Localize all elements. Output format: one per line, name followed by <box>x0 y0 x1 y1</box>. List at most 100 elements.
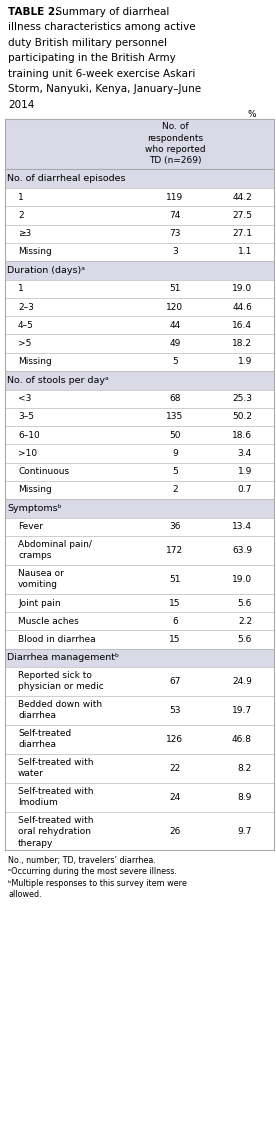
Text: No., number; TD, travelers’ diarrhea.: No., number; TD, travelers’ diarrhea. <box>8 856 156 865</box>
Text: 18.6: 18.6 <box>232 431 252 440</box>
Text: 0.7: 0.7 <box>238 486 252 494</box>
Text: 24: 24 <box>169 793 181 802</box>
Text: Self-treated with
Imodium: Self-treated with Imodium <box>18 788 94 807</box>
Text: 2: 2 <box>172 486 178 494</box>
Text: Self-treated with
oral rehydration
therapy: Self-treated with oral rehydration thera… <box>18 816 94 847</box>
Text: Blood in diarrhea: Blood in diarrhea <box>18 634 95 644</box>
Bar <box>5 120 274 169</box>
Text: 44: 44 <box>169 321 181 330</box>
Bar <box>5 169 274 189</box>
Text: 27.5: 27.5 <box>232 211 252 221</box>
Text: Bedded down with
diarrhea: Bedded down with diarrhea <box>18 701 102 720</box>
Text: 49: 49 <box>169 339 181 349</box>
Text: 51: 51 <box>169 575 181 584</box>
Text: ≥3: ≥3 <box>18 230 31 238</box>
Text: No. of
respondents
who reported
TD (n=269): No. of respondents who reported TD (n=26… <box>145 122 205 165</box>
Text: 44.2: 44.2 <box>232 193 252 202</box>
Text: training unit 6-week exercise Askari: training unit 6-week exercise Askari <box>8 69 195 79</box>
Text: Reported sick to
physician or medic: Reported sick to physician or medic <box>18 671 104 692</box>
Text: 53: 53 <box>169 706 181 716</box>
Text: ᵇMultiple responses to this survey item were
allowed.: ᵇMultiple responses to this survey item … <box>8 879 187 898</box>
Text: 46.8: 46.8 <box>232 735 252 744</box>
Text: 50: 50 <box>169 431 181 440</box>
Text: 22: 22 <box>169 765 181 774</box>
Text: 5.6: 5.6 <box>238 599 252 607</box>
Text: 5: 5 <box>172 358 178 366</box>
Text: 18.2: 18.2 <box>232 339 252 349</box>
Text: 8.9: 8.9 <box>238 793 252 802</box>
Text: 5: 5 <box>172 467 178 477</box>
Text: TABLE 2.: TABLE 2. <box>8 7 59 17</box>
Text: 2.2: 2.2 <box>238 617 252 625</box>
Text: ᵃOccurring during the most severe illness.: ᵃOccurring during the most severe illnes… <box>8 868 177 877</box>
Text: >10: >10 <box>18 449 37 458</box>
Text: 5.6: 5.6 <box>238 634 252 644</box>
Text: 19.0: 19.0 <box>232 285 252 294</box>
Text: 15: 15 <box>169 634 181 644</box>
Text: 3–5: 3–5 <box>18 413 34 422</box>
Text: 2–3: 2–3 <box>18 303 34 312</box>
Text: 26: 26 <box>169 826 181 836</box>
Text: 74: 74 <box>169 211 181 221</box>
Text: 9: 9 <box>172 449 178 458</box>
Text: Missing: Missing <box>18 358 52 366</box>
Bar <box>5 261 274 280</box>
Text: 126: 126 <box>166 735 184 744</box>
Text: Self-treated with
water: Self-treated with water <box>18 758 94 778</box>
Text: Symptomsᵇ: Symptomsᵇ <box>7 504 62 513</box>
Text: 68: 68 <box>169 394 181 403</box>
Bar <box>5 648 274 668</box>
Text: 25.3: 25.3 <box>232 394 252 403</box>
Bar <box>5 370 274 390</box>
Text: Fever: Fever <box>18 522 43 531</box>
Text: 3: 3 <box>172 248 178 256</box>
Text: Joint pain: Joint pain <box>18 599 61 607</box>
Text: 3.4: 3.4 <box>238 449 252 458</box>
Text: 1: 1 <box>18 193 24 202</box>
Text: 2: 2 <box>18 211 24 221</box>
Text: 67: 67 <box>169 678 181 686</box>
Text: 8.2: 8.2 <box>238 765 252 774</box>
Text: 1: 1 <box>18 285 24 294</box>
Text: 24.9: 24.9 <box>232 678 252 686</box>
Text: duty British military personnel: duty British military personnel <box>8 38 167 48</box>
Text: 63.9: 63.9 <box>232 546 252 554</box>
Text: 27.1: 27.1 <box>232 230 252 238</box>
Text: 1.9: 1.9 <box>238 358 252 366</box>
Text: 6–10: 6–10 <box>18 431 40 440</box>
Text: 119: 119 <box>166 193 184 202</box>
Text: 19.7: 19.7 <box>232 706 252 716</box>
Text: 73: 73 <box>169 230 181 238</box>
Text: No. of diarrheal episodes: No. of diarrheal episodes <box>7 175 126 183</box>
Text: Muscle aches: Muscle aches <box>18 617 79 625</box>
Text: Missing: Missing <box>18 486 52 494</box>
Text: %: % <box>248 111 256 120</box>
Text: No. of stools per dayᵃ: No. of stools per dayᵃ <box>7 376 109 385</box>
Text: 135: 135 <box>166 413 184 422</box>
Text: 15: 15 <box>169 599 181 607</box>
Text: >5: >5 <box>18 339 31 349</box>
Text: Abdominal pain/
cramps: Abdominal pain/ cramps <box>18 539 92 560</box>
Text: Nausea or
vomiting: Nausea or vomiting <box>18 569 64 589</box>
Text: 16.4: 16.4 <box>232 321 252 330</box>
Text: 44.6: 44.6 <box>232 303 252 312</box>
Bar <box>5 498 274 518</box>
Text: illness characteristics among active: illness characteristics among active <box>8 23 196 32</box>
Text: Duration (days)ᵃ: Duration (days)ᵃ <box>7 266 85 275</box>
Text: 1.1: 1.1 <box>238 248 252 256</box>
Text: Continuous: Continuous <box>18 467 69 477</box>
Text: Diarrhea managementᵇ: Diarrhea managementᵇ <box>7 654 119 663</box>
Text: 36: 36 <box>169 522 181 531</box>
Text: 6: 6 <box>172 617 178 625</box>
Text: 2014: 2014 <box>8 99 34 110</box>
Text: Missing: Missing <box>18 248 52 256</box>
Text: 50.2: 50.2 <box>232 413 252 422</box>
Text: 51: 51 <box>169 285 181 294</box>
Text: 9.7: 9.7 <box>238 826 252 836</box>
Text: 19.0: 19.0 <box>232 575 252 584</box>
Text: Self-treated
diarrhea: Self-treated diarrhea <box>18 729 71 750</box>
Text: 4–5: 4–5 <box>18 321 34 330</box>
Text: 1.9: 1.9 <box>238 467 252 477</box>
Text: 13.4: 13.4 <box>232 522 252 531</box>
Text: <3: <3 <box>18 394 31 403</box>
